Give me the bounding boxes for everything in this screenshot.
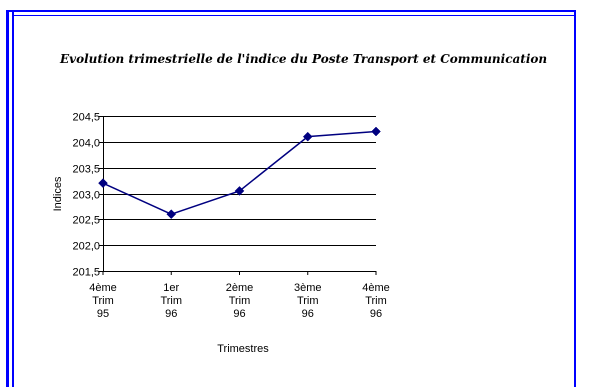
y-tick-label: 204,5	[72, 112, 100, 124]
x-tick-label-line: Trim	[229, 295, 251, 307]
frame-border-top-inner	[12, 15, 576, 16]
data-point-marker	[371, 126, 381, 137]
x-axis-title: Trimestres	[217, 343, 269, 355]
x-tick-label-line: 95	[97, 308, 109, 320]
x-tick-label-line: Trim	[297, 295, 319, 307]
series-layer	[98, 126, 381, 220]
axes	[99, 116, 377, 275]
data-point-marker	[166, 209, 177, 220]
x-tick-label-line: Trim	[92, 295, 114, 307]
x-tick-label: 4ème Trim 96	[362, 282, 390, 320]
y-tick-label: 202,0	[72, 241, 100, 253]
y-tick-label: 201,5	[72, 267, 100, 279]
frame-border-right	[574, 10, 576, 387]
x-tick-label-line: Trim	[365, 295, 387, 307]
x-tick-label-line: 96	[302, 308, 314, 320]
x-tick-label: 4ème Trim 95	[89, 282, 117, 320]
series-line	[102, 130, 377, 215]
gridlines	[103, 116, 376, 246]
y-axis-title: Indices	[52, 176, 64, 211]
x-tick-label-line: Trim	[160, 295, 182, 307]
y-tick-label: 202,5	[72, 215, 100, 227]
x-tick-label-line: 4ème	[362, 282, 390, 294]
x-tick-label-line: 4ème	[89, 282, 117, 294]
data-point-marker	[98, 178, 108, 189]
x-tick-label-line: 2ème	[226, 282, 254, 294]
x-tick-label-line: 3ème	[294, 282, 322, 294]
x-tick-label-line: 96	[370, 308, 382, 320]
y-tick-label: 203,0	[72, 190, 100, 202]
frame-border-top-outer	[6, 10, 576, 12]
x-tick-label-line: 96	[165, 308, 177, 320]
frame-border-left-inner	[12, 10, 14, 387]
data-point-marker	[234, 186, 245, 196]
frame-border-left-outer	[6, 10, 9, 387]
x-tick-label: 1er Trim 96	[160, 282, 182, 320]
x-tick-label: 3ème Trim 96	[294, 282, 322, 320]
x-tick-label-line: 1er	[163, 282, 179, 294]
y-tick-label: 204,0	[72, 138, 100, 150]
data-point-marker	[302, 131, 313, 142]
x-tick-label: 2ème Trim 96	[226, 282, 254, 320]
y-tick-label: 203,5	[72, 164, 100, 176]
x-tick-label-line: 96	[233, 308, 245, 320]
chart-title: Evolution trimestrielle de l'indice du P…	[60, 52, 548, 66]
